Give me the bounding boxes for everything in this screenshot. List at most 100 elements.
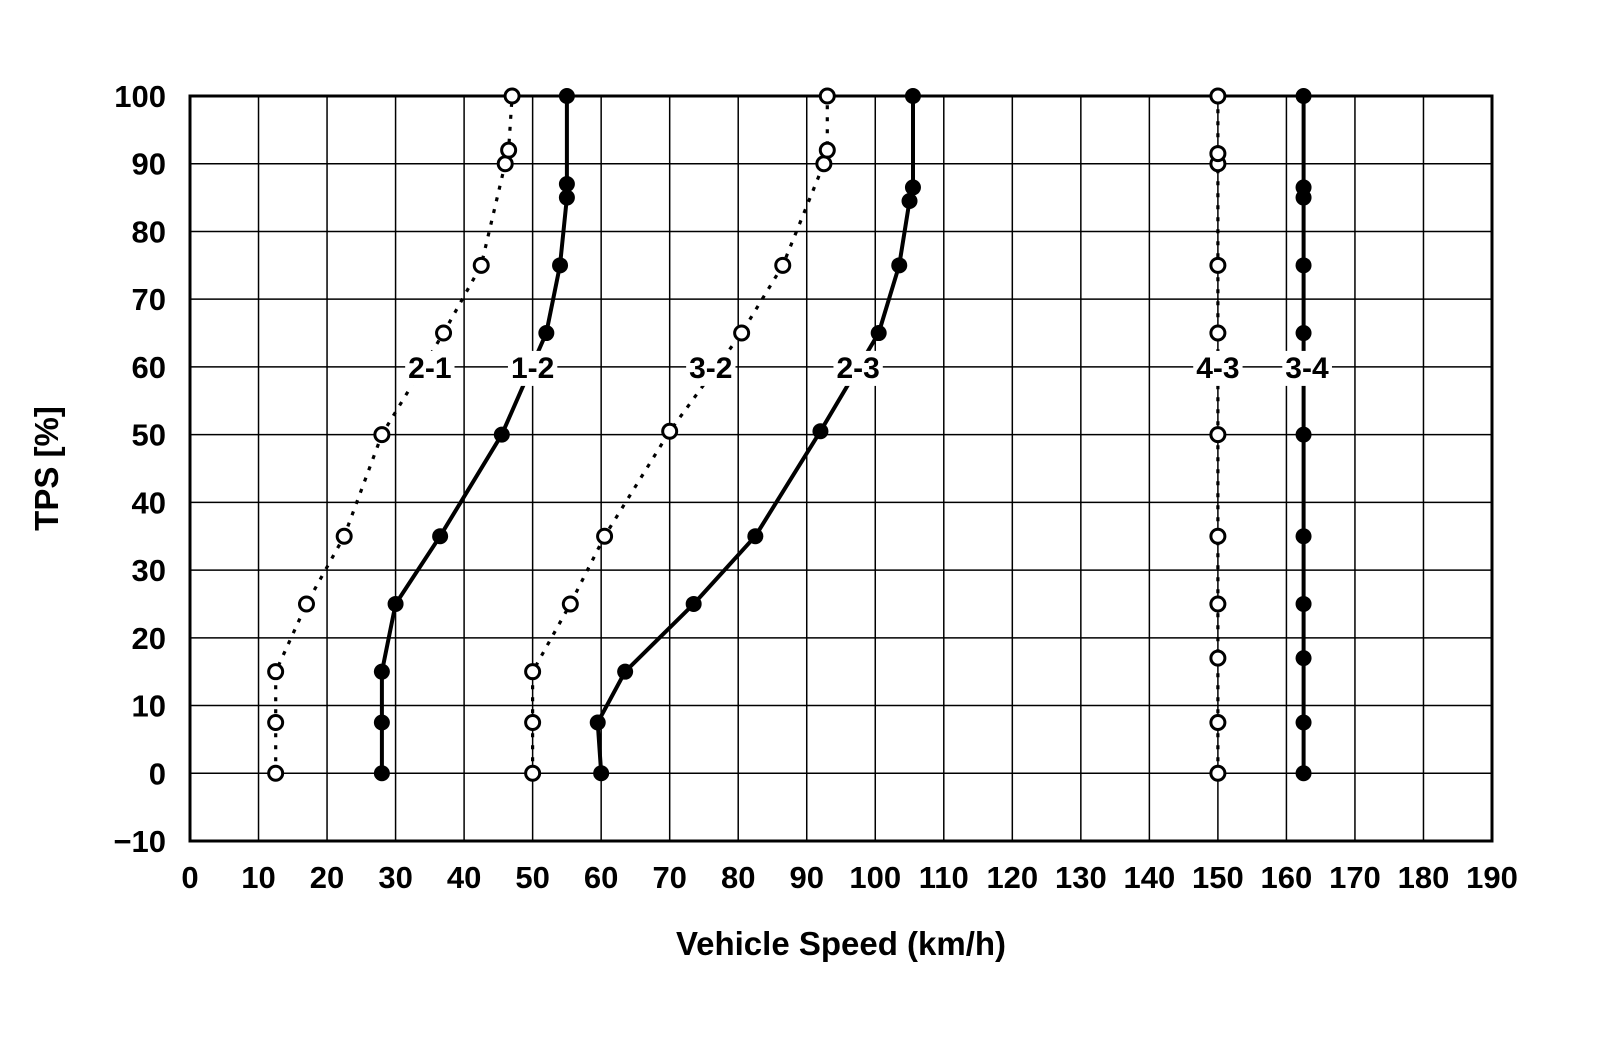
marker-open-2-1	[435, 324, 453, 342]
marker-open-3-2	[524, 713, 542, 731]
marker-open-2-1	[267, 764, 285, 782]
x-tick-label: 140	[1124, 860, 1176, 895]
marker-open-4-3	[1209, 764, 1227, 782]
marker-open-2-1	[472, 256, 490, 274]
marker-open-3-2	[818, 141, 836, 159]
marker-open-3-2	[561, 595, 579, 613]
marker-filled-3-4	[1295, 714, 1312, 731]
series-label-3-4: 3-4	[1285, 352, 1329, 385]
series-label-1-2: 1-2	[511, 352, 554, 385]
marker-open-3-2	[524, 663, 542, 681]
marker-filled-1-2	[373, 765, 390, 782]
x-tick-label: 60	[584, 860, 618, 895]
x-tick-label: 190	[1466, 860, 1518, 895]
x-tick-label: 70	[652, 860, 686, 895]
marker-filled-1-2	[493, 426, 510, 443]
series-label-2-1: 2-1	[408, 352, 451, 385]
marker-open-4-3	[1209, 595, 1227, 613]
marker-open-2-1	[373, 426, 391, 444]
series-label-bg-1-2	[507, 350, 558, 386]
x-tick-label: 30	[378, 860, 412, 895]
marker-open-4-3	[1209, 649, 1227, 667]
series-label-3-2: 3-2	[689, 352, 732, 385]
series-label-2-3: 2-3	[836, 352, 879, 385]
series-label-4-3: 4-3	[1196, 352, 1239, 385]
marker-open-3-2	[818, 87, 836, 105]
marker-open-4-3	[1209, 713, 1227, 731]
marker-open-4-3	[1209, 324, 1227, 342]
marker-open-3-2	[596, 527, 614, 545]
y-tick-label: 20	[132, 621, 166, 656]
x-axis-title: Vehicle Speed (km/h)	[676, 925, 1006, 962]
x-tick-label: 40	[447, 860, 481, 895]
y-tick-label: 0	[149, 756, 166, 791]
marker-filled-2-3	[747, 528, 764, 545]
marker-open-2-1	[503, 87, 521, 105]
y-tick-label: 100	[114, 79, 166, 114]
marker-filled-2-3	[685, 595, 702, 612]
marker-filled-2-3	[812, 423, 829, 440]
marker-filled-3-4	[1295, 179, 1312, 196]
series-label-bg-2-3	[833, 350, 883, 386]
x-tick-label: 170	[1329, 860, 1381, 895]
y-tick-label: 40	[132, 485, 166, 520]
marker-open-2-1	[297, 595, 315, 613]
marker-filled-1-2	[558, 88, 575, 104]
marker-filled-2-3	[870, 325, 887, 342]
x-tick-label: 160	[1261, 860, 1313, 895]
marker-open-2-1	[500, 141, 518, 159]
x-tick-label: 100	[849, 860, 901, 895]
x-tick-label: 120	[986, 860, 1038, 895]
marker-open-3-2	[661, 422, 679, 440]
x-tick-label: 10	[241, 860, 275, 895]
marker-open-3-2	[733, 324, 751, 342]
x-tick-label: 20	[310, 860, 344, 895]
marker-filled-2-3	[593, 765, 610, 782]
marker-open-4-3	[1209, 87, 1227, 105]
x-tick-label: 180	[1398, 860, 1450, 895]
y-tick-label: −10	[113, 824, 166, 859]
marker-filled-1-2	[558, 176, 575, 193]
y-tick-label: 60	[132, 350, 166, 385]
marker-filled-2-3	[617, 663, 634, 680]
y-tick-label: 90	[132, 147, 166, 182]
marker-filled-1-2	[387, 595, 404, 612]
marker-open-2-1	[267, 663, 285, 681]
marker-filled-3-4	[1295, 595, 1312, 612]
series-label-bg-3-2	[686, 350, 736, 386]
series-label-bg-4-3	[1193, 350, 1243, 386]
marker-open-3-2	[524, 764, 542, 782]
marker-open-4-3	[1209, 426, 1227, 444]
marker-filled-3-4	[1295, 650, 1312, 667]
marker-filled-1-2	[538, 325, 555, 342]
marker-filled-3-4	[1295, 426, 1312, 443]
x-tick-label: 150	[1192, 860, 1244, 895]
series-label-bg-2-1	[405, 350, 455, 386]
marker-open-3-2	[774, 256, 792, 274]
marker-filled-2-3	[891, 257, 908, 274]
marker-open-4-3	[1209, 256, 1227, 274]
marker-filled-1-2	[432, 528, 449, 545]
x-tick-label: 80	[721, 860, 755, 895]
plot-border	[188, 94, 1494, 843]
marker-filled-1-2	[552, 257, 569, 274]
marker-filled-1-2	[373, 714, 390, 731]
marker-filled-2-3	[904, 179, 921, 196]
marker-filled-3-4	[1295, 528, 1312, 545]
marker-filled-2-3	[589, 714, 606, 731]
x-tick-label: 130	[1055, 860, 1107, 895]
y-tick-label: 70	[132, 282, 166, 317]
marker-open-2-1	[335, 527, 353, 545]
marker-filled-3-4	[1295, 88, 1312, 104]
x-tick-label: 110	[919, 860, 969, 895]
y-tick-label: 80	[132, 214, 166, 249]
marker-filled-3-4	[1295, 325, 1312, 342]
y-axis-title: TPS [%]	[28, 406, 65, 531]
marker-open-2-1	[267, 713, 285, 731]
series-line-3-2	[531, 96, 829, 774]
marker-open-4-3	[1209, 145, 1227, 163]
marker-open-4-3	[1209, 527, 1227, 545]
x-tick-label: 50	[515, 860, 549, 895]
marker-filled-2-3	[904, 88, 921, 104]
